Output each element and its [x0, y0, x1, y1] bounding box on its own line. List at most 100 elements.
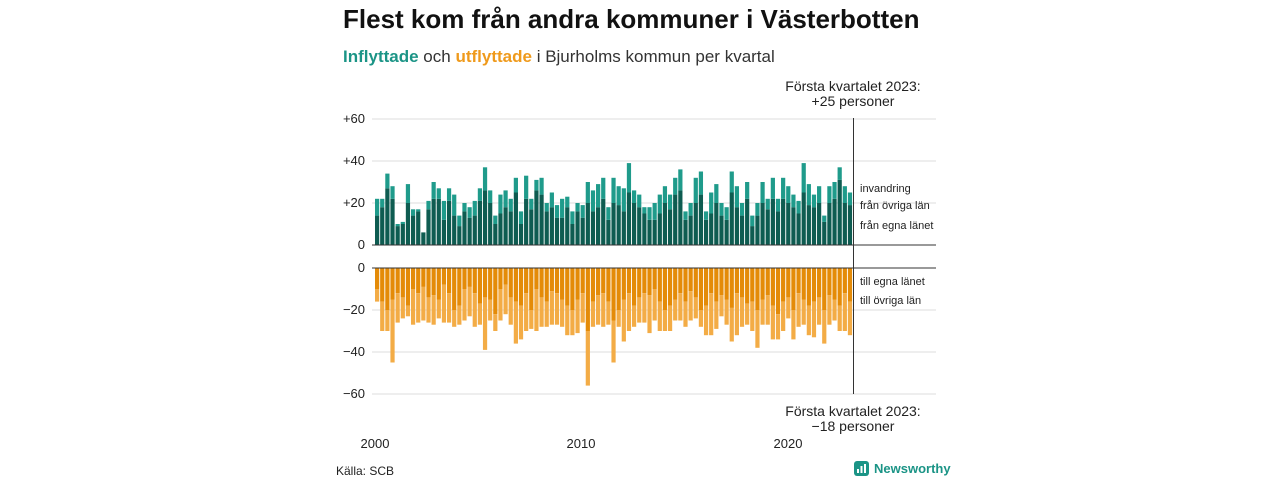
bar-in-segment [431, 198, 436, 245]
bar-in-segment [457, 226, 462, 245]
bar-out-segment [616, 268, 621, 310]
bar-in-segment [652, 219, 657, 245]
subtitle-inflyttade: Inflyttade [343, 47, 419, 66]
bar-in-segment [688, 215, 693, 245]
bar-in-segment [524, 175, 529, 199]
bar-out-segment [673, 299, 678, 321]
bar-in-segment [647, 219, 652, 245]
bar-in-segment [647, 207, 652, 220]
bar-out-segment [611, 320, 616, 363]
bar-in-segment [554, 205, 560, 218]
bar-out-segment [508, 268, 513, 298]
bar-out-segment [837, 268, 842, 306]
bar-out-segment [477, 303, 483, 325]
subtitle-och: och [423, 47, 451, 66]
y-tick-label-bottom: −40 [343, 344, 365, 359]
bar-out-segment [817, 297, 822, 325]
y-tick-label-top: +60 [343, 111, 365, 126]
bar-out-segment [400, 268, 405, 298]
bar-in-segment [616, 186, 621, 206]
bar-out-segment [452, 268, 457, 310]
bar-in-segment [606, 219, 611, 245]
bar-out-segment [416, 268, 421, 294]
bar-in-segment [755, 203, 760, 216]
bar-in-segment [822, 221, 827, 245]
bar-in-segment [734, 207, 739, 245]
bar-out-segment [734, 293, 739, 336]
bar-out-segment [482, 268, 488, 298]
bar-in-segment [698, 171, 704, 195]
bar-in-segment [626, 163, 632, 193]
bar-in-segment [709, 213, 714, 245]
bar-in-segment [760, 203, 765, 245]
bar-in-segment [611, 203, 616, 245]
bar-out-segment [811, 268, 817, 302]
bar-out-segment [446, 268, 452, 294]
bar-out-segment [714, 268, 719, 302]
bar-in-segment [549, 207, 554, 245]
bar-out-segment [631, 305, 637, 327]
bar-in-segment [601, 177, 606, 199]
bar-in-segment [549, 192, 554, 208]
bar-in-segment [534, 179, 539, 191]
bar-in-segment [621, 188, 626, 212]
source-note: Källa: SCB [336, 464, 395, 478]
bar-out-segment [750, 301, 755, 331]
bar-out-segment [385, 268, 390, 310]
bar-in-segment [745, 198, 750, 245]
bar-in-segment [482, 190, 488, 245]
bar-in-segment [544, 203, 549, 212]
bar-out-segment [436, 268, 441, 300]
bar-out-segment [405, 268, 411, 306]
bar-out-segment [410, 289, 416, 325]
bar-in-segment [482, 167, 488, 191]
bar-in-segment [405, 184, 411, 203]
bar-out-segment [503, 284, 508, 315]
bar-out-segment [585, 331, 590, 386]
bar-out-segment [745, 268, 750, 304]
bar-in-segment [596, 184, 601, 208]
bar-out-segment [822, 310, 827, 344]
bar-out-segment [400, 297, 405, 319]
bar-in-segment [842, 186, 847, 203]
bar-in-segment [811, 194, 817, 208]
bar-out-segment [626, 268, 632, 294]
bar-out-segment [791, 268, 796, 310]
bar-in-segment [734, 186, 739, 208]
bar-out-segment [724, 299, 729, 325]
bar-in-segment [739, 215, 745, 245]
newsworthy-logo: Newsworthy [854, 461, 951, 476]
bar-in-segment [724, 207, 729, 220]
bar-in-segment [781, 177, 786, 199]
bar-in-segment [385, 173, 390, 189]
bar-in-segment [714, 184, 719, 203]
bar-out-segment [488, 268, 493, 300]
bar-out-segment [770, 268, 775, 306]
bar-out-segment [570, 268, 575, 310]
bar-out-segment [637, 297, 642, 323]
bar-out-segment [493, 314, 498, 331]
bar-in-segment [436, 198, 441, 245]
bar-in-segment [441, 219, 447, 245]
bar-in-segment [498, 194, 503, 214]
bar-in-segment [446, 188, 452, 201]
bar-in-segment [416, 211, 421, 245]
bar-out-segment [693, 297, 698, 319]
bar-out-segment [786, 268, 791, 298]
bar-out-segment [847, 268, 853, 302]
bar-in-segment [503, 207, 508, 245]
bar-out-segment [452, 310, 457, 327]
bar-out-segment [585, 268, 590, 331]
bar-in-segment [410, 209, 416, 216]
bar-out-segment [601, 293, 606, 327]
bar-in-segment [719, 215, 724, 245]
bar-out-segment [842, 293, 847, 331]
bar-in-segment [508, 211, 513, 245]
bar-in-segment [631, 203, 637, 245]
chart-subtitle: Inflyttade och utflyttade i Bjurholms ko… [343, 47, 775, 67]
annotation-top-line: Första kvartalet 2023: [785, 78, 920, 94]
bar-out-segment [462, 268, 467, 289]
bar-in-segment [513, 192, 518, 245]
bar-out-segment [575, 299, 580, 334]
bar-out-segment [410, 268, 416, 289]
